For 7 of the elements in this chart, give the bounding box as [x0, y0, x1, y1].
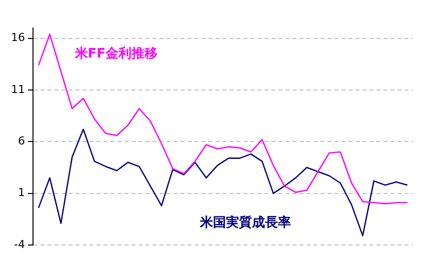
series-label: 米FF金利推移 — [74, 45, 158, 62]
y-tick-label: 6 — [18, 134, 25, 148]
y-tick-label: 1 — [18, 186, 25, 200]
y-tick-label: 16 — [10, 31, 25, 44]
text: 米国実質成長率 — [199, 214, 292, 231]
y-tick-label: 11 — [10, 82, 25, 96]
y-tick-label: -4 — [14, 238, 25, 251]
